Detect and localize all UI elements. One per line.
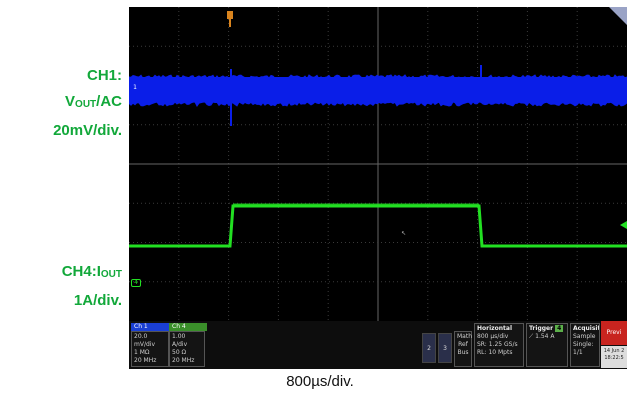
ch4-tab[interactable]: Ch 4	[169, 323, 207, 331]
ch1-tab[interactable]: Ch 1	[131, 323, 169, 331]
ch1-vout-label: VOUT/AC	[65, 93, 122, 110]
ch4-iout-label: CH4:IOUT	[61, 263, 122, 280]
acquisition-box[interactable]: Acquisition Sample Single: 1/1	[570, 323, 600, 367]
graticule	[129, 7, 627, 321]
date-time-display: 14 Jun 2 18:22:5	[601, 346, 627, 368]
time-scale-caption: 800µs/div.	[286, 373, 354, 390]
trigger-position-marker	[227, 11, 233, 27]
corner-menu-icon[interactable]	[609, 7, 627, 25]
ch3-button[interactable]: 3	[438, 333, 452, 363]
ch1-waveform	[129, 65, 627, 126]
waveform-display: ↖	[129, 7, 627, 321]
status-bar: Ch 1 Ch 4 20.0 mV/div 1 MΩ 20 MHz 1.00 A…	[129, 321, 627, 369]
ch1-label: CH1:	[86, 67, 122, 84]
trigger-source-badge: 4	[555, 325, 564, 332]
ch1-scale-label: 20mV/div.	[53, 122, 122, 139]
trigger-box[interactable]: Trigger 4 ⟋ 1.54 A	[526, 323, 568, 367]
cursor-glyph: ↖	[401, 230, 406, 237]
preview-button[interactable]: Previ	[601, 321, 627, 345]
ch1-label-group: CH1: VOUT/AC 20mV/div.	[53, 63, 122, 144]
ch4-settings-box[interactable]: 1.00 A/div 50 Ω 20 MHz	[169, 331, 205, 367]
ch4-waveform	[129, 203, 627, 248]
horizontal-box[interactable]: Horizontal 800 µs/div SR: 1.25 GS/s RL: …	[474, 323, 524, 367]
oscilloscope-screen: ↖ 1 4 Ch 1 Ch 4 20.0 mV/div 1 MΩ 20 MHz …	[129, 7, 627, 369]
math-ref-bus-button[interactable]: Math Ref Bus	[454, 331, 472, 367]
ch4-scale-label: 1A/div.	[73, 292, 122, 309]
ch2-button[interactable]: 2	[422, 333, 436, 363]
rising-edge-icon: ⟋	[529, 333, 534, 340]
ch4-label-group: CH4:IOUT 1A/div.	[62, 259, 122, 314]
ch1-settings-box[interactable]: 20.0 mV/div 1 MΩ 20 MHz	[131, 331, 169, 367]
ch1-marker[interactable]: 1	[130, 84, 140, 92]
trigger-level-marker	[620, 221, 627, 229]
ch4-marker[interactable]: 4	[131, 279, 141, 287]
